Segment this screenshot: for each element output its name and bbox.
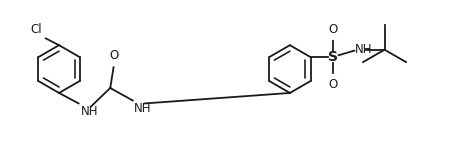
Text: Cl: Cl: [31, 23, 42, 36]
Text: O: O: [329, 23, 338, 36]
Text: NH: NH: [355, 43, 372, 56]
Text: NH: NH: [134, 102, 152, 115]
Text: O: O: [329, 78, 338, 91]
Text: S: S: [328, 50, 338, 64]
Text: O: O: [109, 49, 118, 62]
Text: NH: NH: [80, 105, 98, 118]
